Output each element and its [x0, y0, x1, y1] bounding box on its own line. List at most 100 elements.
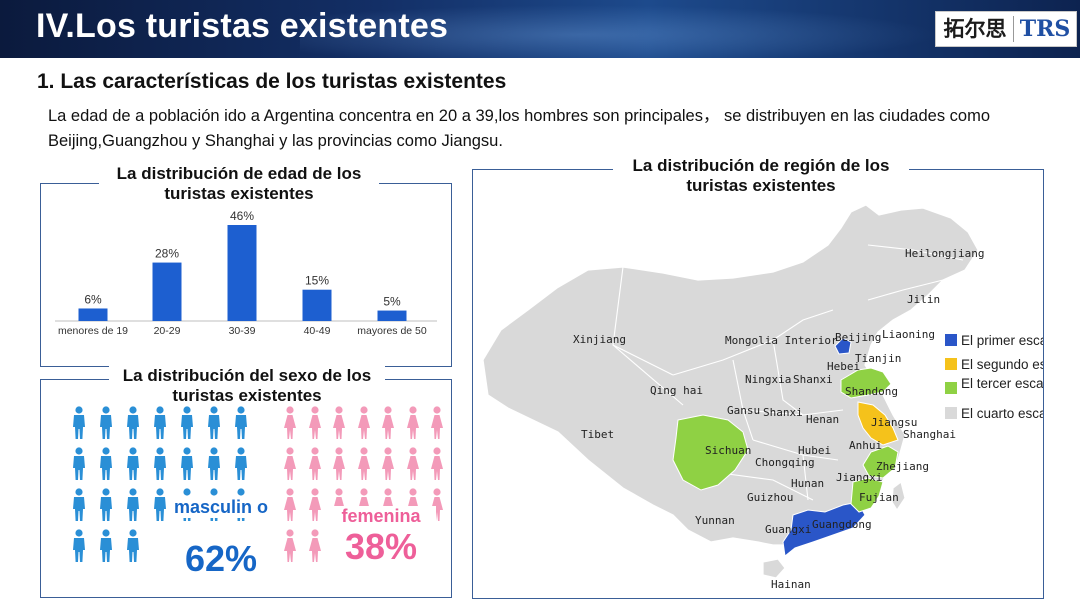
province-labels: Heilongjiang Jilin Liaoning Xinjiang Mon…: [573, 247, 984, 591]
section-heading: 1. Las características de los turistas e…: [37, 70, 507, 93]
female-figure: [401, 406, 426, 447]
male-person-icon: [126, 406, 139, 439]
male-figure: [200, 406, 227, 447]
female-figure: [352, 447, 377, 488]
female-person-icon: [333, 406, 346, 439]
legend-swatch-fourth: [945, 407, 957, 419]
legend-label-first: El primer escalón: [961, 333, 1043, 348]
legend-swatch-first: [945, 334, 957, 346]
female-figure: [327, 447, 352, 488]
female-person-icon: [431, 488, 444, 521]
age-category-label: mayores de 50: [357, 325, 427, 337]
male-person-icon: [72, 406, 85, 439]
female-figure: [303, 529, 328, 570]
age-bar-value-label: 46%: [230, 209, 254, 223]
intro-paragraph: La edad de a población ido a Argentina c…: [48, 107, 991, 150]
border-line: [867, 244, 964, 261]
border-line: [772, 339, 804, 416]
label-yunnan: Yunnan: [695, 514, 735, 527]
label-liaoning: Liaoning: [882, 328, 935, 341]
female-figure: [303, 406, 328, 447]
label-fujian: Fujian: [859, 491, 899, 504]
male-person-icon: [153, 488, 166, 521]
age-panel-title: La distribución de edad de los turistas …: [99, 164, 379, 204]
female-person-icon: [308, 447, 321, 480]
male-person-icon: [126, 529, 139, 562]
age-bar-4: [302, 289, 332, 321]
male-percentage: 62%: [166, 538, 276, 580]
label-hubei: Hubei: [798, 444, 831, 457]
china-map-shapes: [482, 204, 979, 579]
label-guangdong: Guangdong: [812, 518, 872, 531]
male-figure: [119, 447, 146, 488]
legend-label-fourth: El cuarto escalón: [961, 406, 1043, 421]
label-qinghai: Qing hai: [650, 384, 703, 397]
male-pictogram-grid: [65, 406, 254, 570]
age-distribution-panel: La distribución de edad de los turistas …: [40, 164, 452, 367]
male-person-icon: [234, 406, 247, 439]
legend-label-third: El tercer escalón: [961, 376, 1043, 391]
age-bar-2: [152, 262, 182, 321]
female-person-icon: [308, 488, 321, 521]
logo-english-text: TRS: [1019, 16, 1071, 42]
female-person-icon: [357, 447, 370, 480]
female-figure: [425, 447, 450, 488]
label-guangxi: Guangxi: [765, 523, 811, 536]
male-person-icon: [234, 447, 247, 480]
age-category-label: 30-39: [229, 325, 256, 337]
male-person-icon: [153, 406, 166, 439]
male-figure: [65, 406, 92, 447]
female-figure: [303, 447, 328, 488]
province-sichuan: [672, 414, 749, 491]
age-category-label: menores de 19: [58, 325, 128, 337]
male-person-icon: [180, 406, 193, 439]
legend-swatch-third: [945, 382, 957, 394]
label-shanxi-south: Shanxi: [763, 406, 803, 419]
label-xinjiang: Xinjiang: [573, 333, 626, 346]
female-figure: [278, 406, 303, 447]
female-percentage: 38%: [326, 526, 436, 568]
label-tianjin: Tianjin: [855, 352, 901, 365]
trs-logo: 拓尔思 TRS: [935, 11, 1077, 47]
male-person-icon: [72, 447, 85, 480]
male-person-icon: [72, 488, 85, 521]
male-person-icon: [99, 529, 112, 562]
female-person-icon: [431, 406, 444, 439]
female-figure: [352, 406, 377, 447]
female-person-icon: [284, 529, 297, 562]
map-legend: El primer escalón El segundo escalón El …: [945, 333, 1043, 421]
label-shanxi-north: Shanxi: [793, 373, 833, 386]
male-person-icon: [99, 447, 112, 480]
male-figure: [119, 406, 146, 447]
age-bar-3: [227, 225, 257, 321]
label-chongqing: Chongqing: [755, 456, 815, 469]
region-distribution-panel: La distribución de región de los turista…: [472, 156, 1044, 599]
label-gansu: Gansu: [727, 404, 760, 417]
female-label: femenina: [326, 506, 436, 527]
female-person-icon: [284, 488, 297, 521]
female-figure: [278, 488, 303, 529]
label-hainan: Hainan: [771, 578, 811, 591]
slide-title: IV.Los turistas existentes: [36, 7, 449, 45]
label-jiangsu: Jiangsu: [871, 416, 917, 429]
male-figure: [227, 447, 254, 488]
female-figure: [401, 447, 426, 488]
border-line: [612, 344, 684, 406]
male-figure: [146, 447, 173, 488]
male-figure: [92, 406, 119, 447]
label-jilin: Jilin: [907, 293, 940, 306]
male-label: masculin o: [166, 496, 276, 518]
female-person-icon: [357, 406, 370, 439]
label-hunan: Hunan: [791, 477, 824, 490]
female-person-icon: [406, 447, 419, 480]
sex-distribution-panel: La distribución del sexo de los turistas…: [40, 366, 452, 598]
age-bar-value-label: 28%: [155, 247, 179, 261]
male-person-icon: [207, 447, 220, 480]
legend-label-second: El segundo escalón: [961, 357, 1043, 372]
female-person-icon: [284, 447, 297, 480]
sex-panel-title: La distribución del sexo de los turistas…: [109, 366, 385, 406]
female-figure: [425, 488, 450, 529]
label-shandong: Shandong: [845, 385, 898, 398]
male-figure: [173, 406, 200, 447]
male-figure: [65, 488, 92, 529]
